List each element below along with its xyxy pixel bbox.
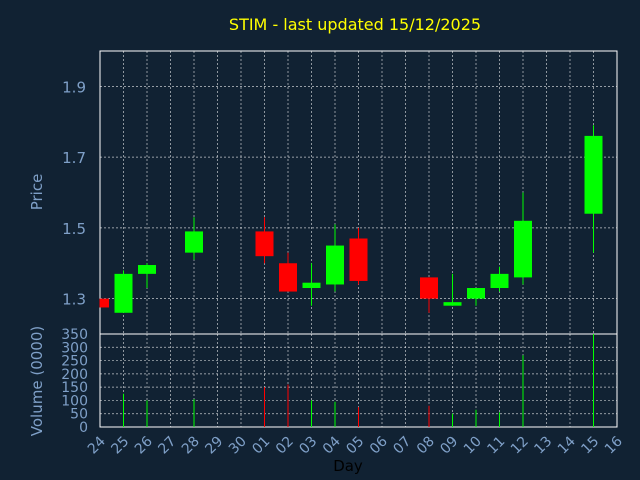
volume-axis-title: Volume (0000) <box>28 326 46 436</box>
candle-body <box>467 288 485 299</box>
candle-body <box>443 302 462 306</box>
price-axis-title: Price <box>28 174 46 211</box>
candle-body <box>326 245 344 285</box>
candlesticks <box>99 125 603 313</box>
volume-tick-label: 200 <box>61 367 88 383</box>
candle-body <box>302 282 321 289</box>
candle-body <box>420 277 438 299</box>
candle-body <box>100 298 109 308</box>
price-tick-label: 1.9 <box>62 78 86 96</box>
price-tick-label: 1.5 <box>62 220 86 238</box>
volume-tick-label: 50 <box>70 407 88 423</box>
candle-body <box>349 238 368 281</box>
volume-tick-label: 100 <box>61 393 88 409</box>
volume-tick-label: 250 <box>61 354 88 370</box>
candle-body <box>114 273 133 313</box>
price-tick-labels: 1.3 1.5 1.7 1.9 <box>62 78 86 308</box>
candle-body <box>279 263 297 292</box>
price-tick-label: 1.3 <box>62 291 86 309</box>
candle-body <box>584 135 603 214</box>
candle-body <box>490 273 509 289</box>
candle-body <box>255 231 274 257</box>
candle-body <box>138 265 156 274</box>
volume-tick-label: 0 <box>79 420 88 436</box>
candle-body <box>185 231 203 253</box>
volume-tick-label: 300 <box>61 340 88 356</box>
volume-tick-label: 350 <box>61 327 88 343</box>
x-axis-title: Day <box>333 457 363 475</box>
volume-tick-label: 150 <box>61 380 88 396</box>
price-tick-label: 1.7 <box>62 149 86 167</box>
volume-bars <box>123 334 594 427</box>
chart-title: STIM - last updated 15/12/2025 <box>229 15 481 34</box>
candle-body <box>514 220 532 278</box>
x-tick-labels: 24 25 26 27 28 29 30 01 02 03 04 05 06 07 08 09 10 11 12 13… <box>85 433 626 457</box>
